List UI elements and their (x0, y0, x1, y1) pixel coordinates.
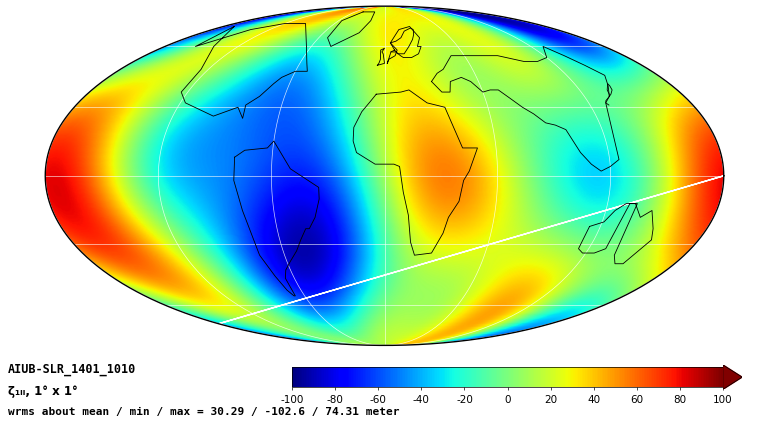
Polygon shape (723, 365, 742, 389)
Text: wrms about mean / min / max = 30.29 / -102.6 / 74.31 meter: wrms about mean / min / max = 30.29 / -1… (8, 407, 399, 417)
Text: ζ₁ₗₗ, 1° x 1°: ζ₁ₗₗ, 1° x 1° (8, 385, 78, 398)
Polygon shape (0, 0, 769, 416)
Text: AIUB-SLR_1401_1010: AIUB-SLR_1401_1010 (8, 363, 136, 376)
